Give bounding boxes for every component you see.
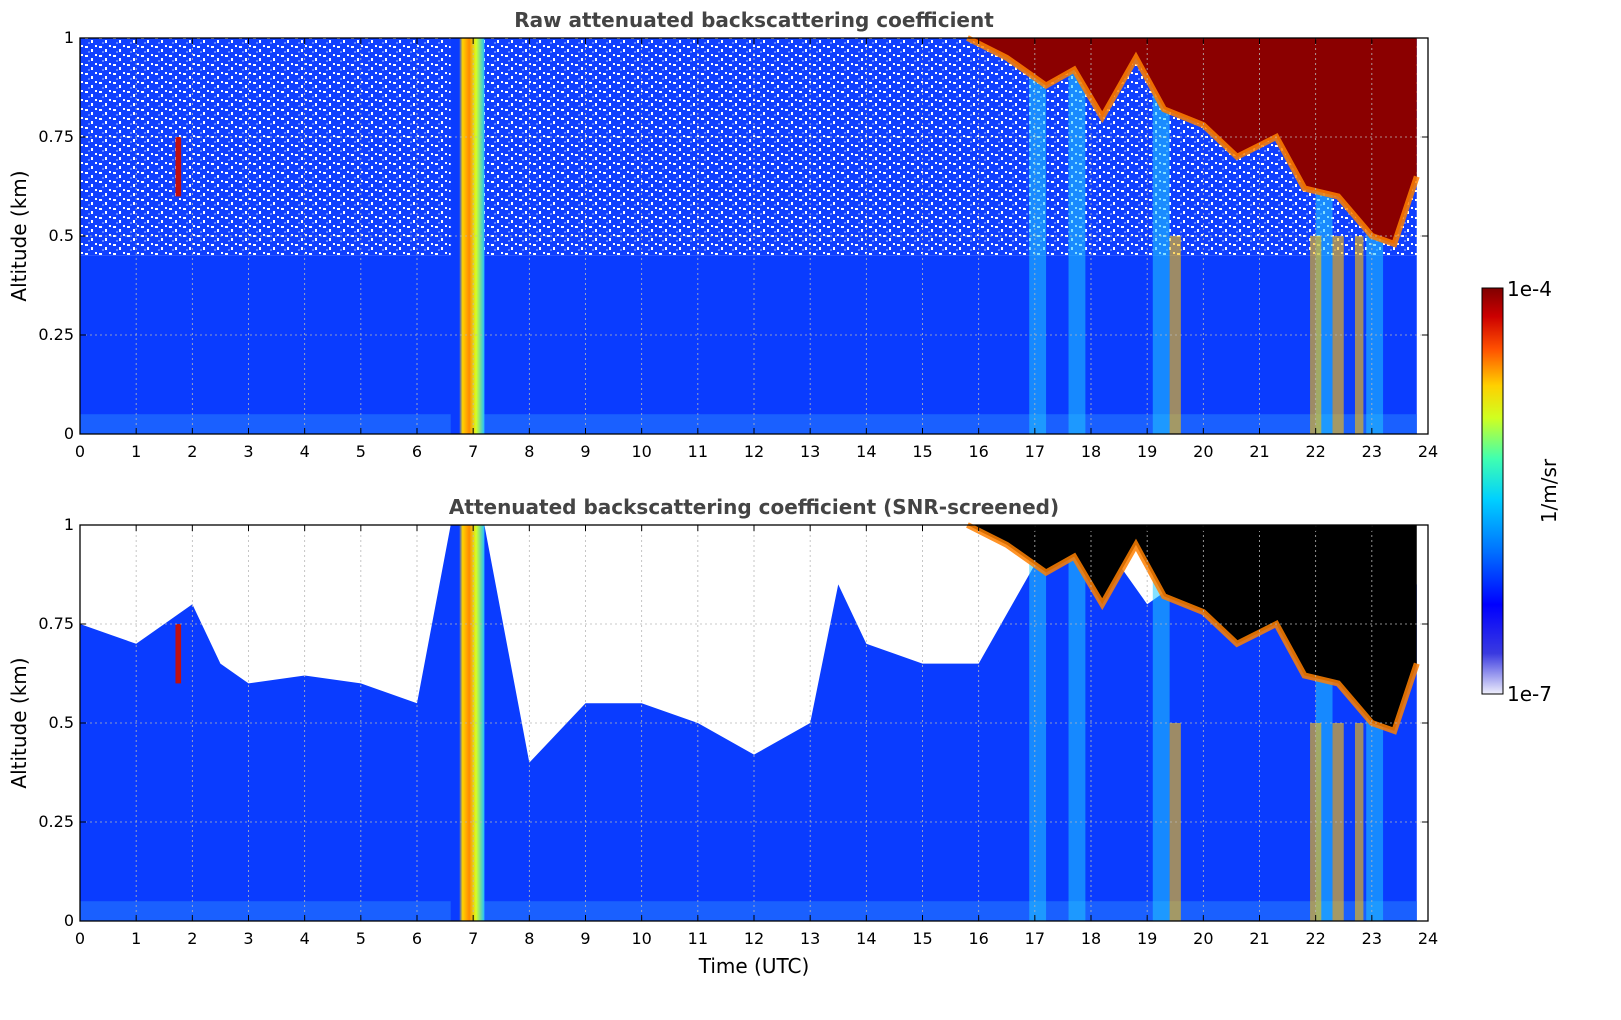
x-tick-label: 13 [800,442,820,461]
strong-streak-3 [1332,723,1344,921]
x-tick-label: 22 [1305,442,1325,461]
x-tick-label: 1 [131,442,141,461]
colorbar: 1e-4 1e-7 1/m/sr [1481,277,1561,706]
x-tick-label: 21 [1249,442,1269,461]
x-tick-label: 20 [1193,442,1213,461]
y-tick-label: 0.75 [38,614,74,633]
x-tick-label: 22 [1305,929,1325,948]
x-tick-label: 18 [1081,442,1101,461]
x-tick-label: 11 [688,929,708,948]
x-tick-label: 18 [1081,929,1101,948]
y-tick-label: 0.25 [38,325,74,344]
x-tick-label: 24 [1418,442,1438,461]
x-tick-label: 11 [688,442,708,461]
x-tick-label: 19 [1137,442,1157,461]
x-tick-label: 10 [631,442,651,461]
x-tick-label: 3 [243,929,253,948]
x-tick-label: 7 [468,442,478,461]
thin-feature [175,137,182,197]
colorbar-max-label: 1e-4 [1507,277,1552,301]
x-tick-label: 2 [187,442,197,461]
gridlines [79,37,1429,435]
x-tick-label: 24 [1418,929,1438,948]
x-tick-label: 17 [1025,442,1045,461]
y-tick-label: 0.75 [38,127,74,146]
x-tick-label: 12 [744,442,764,461]
gridlines [79,524,1429,922]
x-tick-label: 14 [856,929,876,948]
x-tick-label: 4 [300,929,310,948]
x-tick-label: 6 [412,929,422,948]
x-tick-label: 9 [580,929,590,948]
strong-layer [967,38,1417,244]
x-tick-label: 19 [1137,929,1157,948]
y-tick-label: 0 [64,911,74,930]
thin-feature [175,624,182,684]
chart-title: Raw attenuated backscattering coefficien… [514,8,994,32]
x-tick-label: 5 [356,929,366,948]
x-tick-label: 15 [912,442,932,461]
colorbar-gradient [1481,287,1504,695]
strong-streak-3 [1332,236,1344,434]
y-axis-label: Altitude (km) [7,657,31,788]
heatmap-area [80,522,1420,921]
x-tick-label: 5 [356,442,366,461]
x-tick-label: 0 [75,929,85,948]
x-tick-label: 2 [187,929,197,948]
x-tick-label: 23 [1362,929,1382,948]
y-tick-label: 0.5 [49,713,74,732]
x-tick-label: 10 [631,929,651,948]
chart-panel-1: 0 1 2 3 4 5 6 7 8 9 10 11 12 13 14 15 16 17 18 19 20 21 22 23 24… [7,8,1438,461]
chart-title: Attenuated backscattering coefficient (S… [449,495,1059,519]
x-tick-label: 16 [968,929,988,948]
y-tick-label: 0.25 [38,812,74,831]
x-tick-label: 6 [412,442,422,461]
y-tick-label: 1 [64,515,74,534]
x-tick-label: 1 [131,929,141,948]
x-axis-label: Time (UTC) [698,954,810,978]
x-tick-label: 4 [300,442,310,461]
strong-layer-edge [966,522,1420,735]
x-tick-label: 13 [800,929,820,948]
x-tick-label: 12 [744,929,764,948]
chart-panel-2: 0 1 2 3 4 5 6 7 8 9 10 11 12 13 14 15 16 17 18 19 20 21 22 23 24… [7,495,1438,978]
x-tick-label: 14 [856,442,876,461]
y-tick-label: 0 [64,424,74,443]
colorbar-label: 1/m/sr [1537,458,1561,523]
x-tick-label: 16 [968,442,988,461]
colorbar-min-label: 1e-7 [1507,682,1552,706]
strong-layer [967,525,1417,731]
surface-band [80,901,1417,921]
x-tick-label: 9 [580,442,590,461]
strong-layer-edge [966,35,1420,248]
strong-streak-4 [1354,723,1364,921]
x-tick-label: 17 [1025,929,1045,948]
y-axis-label: Altitude (km) [7,170,31,301]
surface-band [80,414,1417,434]
strong-streak-4 [1354,236,1364,434]
signal-region [80,255,1417,434]
x-tick-label: 20 [1193,929,1213,948]
x-tick-label: 21 [1249,929,1269,948]
x-tick-label: 8 [524,929,534,948]
x-tick-label: 7 [468,929,478,948]
x-tick-label: 23 [1362,442,1382,461]
y-tick-label: 0.5 [49,226,74,245]
x-tick-label: 15 [912,929,932,948]
x-tick-label: 8 [524,442,534,461]
y-tick-label: 1 [64,28,74,47]
x-tick-label: 0 [75,442,85,461]
x-tick-label: 3 [243,442,253,461]
